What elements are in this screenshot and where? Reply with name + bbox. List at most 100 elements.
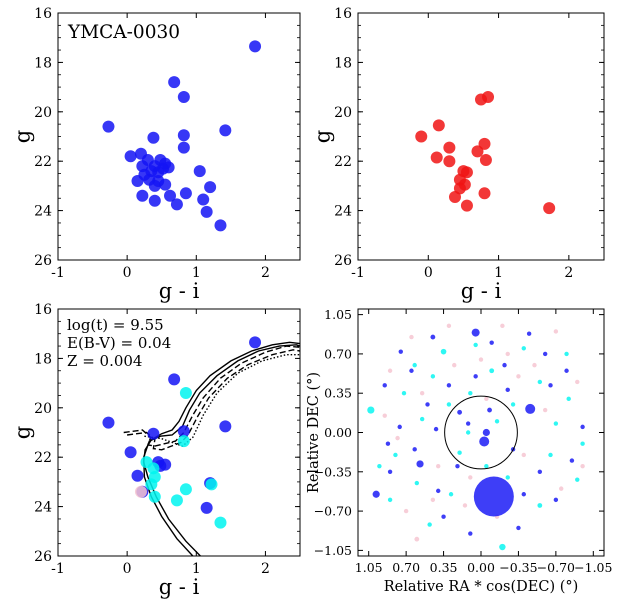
star-point [152,166,165,179]
cyan-star-point [505,475,510,480]
blue-star-point [465,421,471,426]
star-point [479,153,492,166]
blue-star-point [489,340,494,345]
pink-star-point [430,497,436,503]
pink-star-point [516,374,521,379]
star-point [136,189,149,202]
cyan-star-point [427,522,432,527]
plot-area [102,336,300,556]
pink-star-point [452,362,457,368]
blue-star-point [502,362,507,368]
cyan-star-point [499,543,506,551]
blue-star-point [505,387,510,393]
y-axis-label: g [311,130,335,143]
star-point [249,40,262,53]
star-point [219,420,232,433]
star-point [147,427,160,440]
x-tick-label: -1 [51,561,65,577]
blue-star-point [564,368,569,373]
pink-star-point [580,463,585,469]
star-point [159,178,172,191]
blue-star-point [537,469,543,474]
isochrone-line [144,354,300,447]
star-point [148,490,161,503]
star-point [460,199,473,212]
cyan-star-point [401,391,407,396]
cyan-star-point [489,368,495,374]
x-tick-label: 1.05 [355,560,383,575]
cmd-all-panel: -1 0 1 2 16 18 20 22 24 26 g - i g YMCA-0030 [11,6,301,303]
x-tick-label: −0.35 [499,560,537,575]
star-point [170,198,183,211]
star-point [148,179,161,192]
star-point [131,469,144,482]
blue-star-point [382,383,387,388]
cyan-star-point [377,463,382,469]
blue-star-point [409,368,414,373]
y-tick-label: 0.35 [324,386,352,401]
y-tick-label: 16 [34,6,52,22]
blue-star-point [482,428,490,437]
pink-star-point [500,323,505,329]
blue-star-point [398,349,403,354]
x-tick-label: 0.35 [430,560,458,575]
blue-star-point [457,409,463,415]
cyan-star-point [414,480,420,486]
star-point [475,93,487,106]
pink-star-point [559,486,564,491]
cyan-star-point [448,492,454,497]
cyan-star-point [484,463,489,469]
star-point [214,516,227,529]
annotation-text: Z = 0.004 [67,352,142,370]
pink-star-point [436,463,441,469]
y-tick-label: 24 [34,204,52,220]
blue-star-point [471,328,480,337]
y-axis-label: g [11,426,35,439]
y-tick-label: 26 [334,253,352,269]
cmd-isochrone-panel: -1 0 1 2 16 18 20 22 24 26 g - i g log(t) = 9.55E(B-… [11,302,301,599]
pink-star-point [395,435,400,441]
star-point [168,373,181,386]
blue-star-point [425,402,430,407]
y-tick-label: 24 [34,500,52,516]
cyan-star-point [494,419,500,424]
y-tick-label: 26 [34,549,52,565]
star-point [147,131,160,144]
x-tick-label: 0 [123,265,132,281]
cyan-star-point [457,450,462,455]
star-point [179,483,192,496]
star-point [543,202,556,215]
chart-title: YMCA-0030 [67,22,180,43]
pink-star-point [553,329,559,334]
star-point [415,130,428,143]
star-point [443,155,456,168]
axes-frame [357,12,605,261]
pink-star-point [484,396,489,402]
cyan-star-point [510,402,516,407]
pink-star-point [387,368,393,373]
y-tick-label: 24 [334,204,352,220]
blue-star-point [516,525,521,531]
cyan-star-point [521,346,526,351]
x-tick-label: 1 [494,265,503,281]
star-point [148,194,161,207]
blue-star-point [521,492,526,497]
star-point [177,129,190,142]
star-point [204,181,217,194]
x-tick-label: 0.00 [467,560,495,575]
cyan-star-point [548,452,553,458]
cyan-star-point [575,477,580,482]
y-tick-label: 1.05 [324,307,352,322]
star-point [170,494,183,507]
sky-map-panel: 1.05 0.70 0.35 0.00 −0.35 −0.70 −1.051.050.700… [306,307,612,595]
cyan-star-point [537,503,543,508]
cyan-star-point [430,374,436,379]
pink-star-point [478,357,484,362]
cyan-star-point [473,342,478,348]
star-point [177,141,190,154]
x-tick-label: 0 [424,265,433,281]
y-tick-label: 22 [34,450,52,466]
star-point [443,141,456,154]
y-tick-label: −1.05 [314,543,352,558]
